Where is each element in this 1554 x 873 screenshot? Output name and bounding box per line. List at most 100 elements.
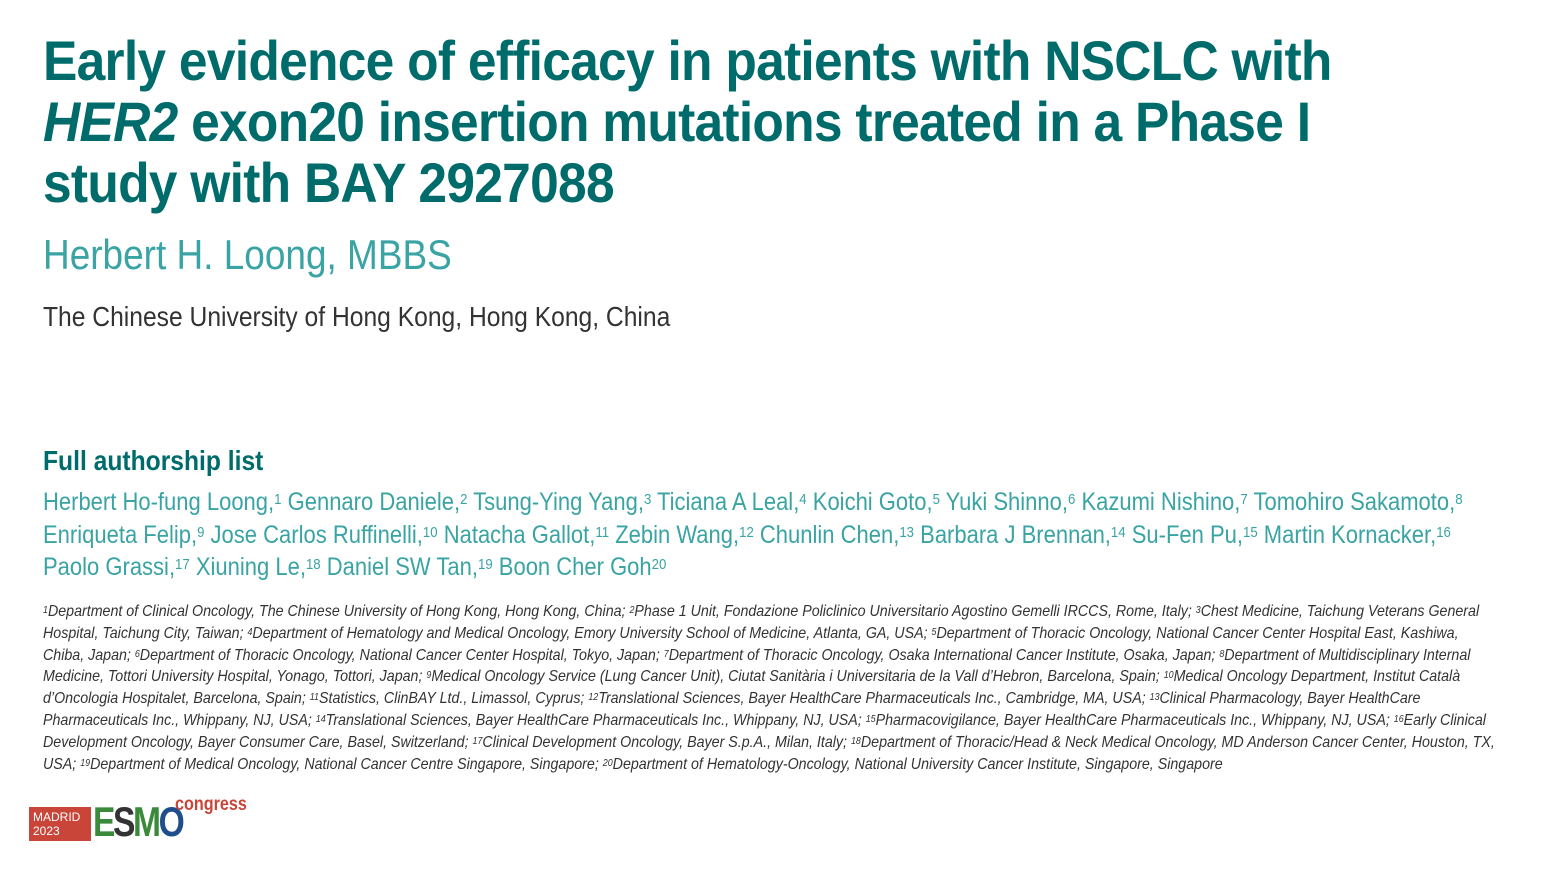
affiliation-text: Department of Medical Oncology, National… [90, 755, 603, 773]
title-line-1: Early evidence of efficacy in patients w… [43, 29, 1332, 92]
affiliation-number: 8 [1219, 648, 1225, 660]
author-affiliation-number: 16 [1436, 523, 1451, 541]
affiliation-text: Chest Medicine, Taichung Veterans Genera… [43, 603, 1480, 642]
author-name: Gennaro Daniele, [287, 488, 461, 516]
author-name: Daniel SW Tan, [326, 553, 478, 581]
affiliation-number: 1 [43, 605, 48, 616]
presenter-name: Herbert H. Loong, MBBS [43, 231, 452, 278]
author-affiliation-number: 18 [305, 556, 321, 573]
author-list: Herbert Ho-fung Loong,1 Gennaro Daniele,… [43, 486, 1486, 584]
logo-city-badge: MADRID 2023 [29, 807, 91, 841]
logo-letter-e: E [93, 798, 115, 845]
author-name: Kazumi Nishino, [1081, 488, 1241, 516]
affiliation-number: 19 [80, 757, 91, 769]
title-line-2: HER2 exon20 insertion mutations treated … [43, 91, 1395, 152]
author-name: Tomohiro Sakamoto, [1253, 488, 1456, 516]
author-name: Boon Cher Goh [498, 553, 652, 581]
affiliation-number: 10 [1163, 670, 1174, 682]
title-line-2-rest: exon20 insertion mutations treated in a … [177, 90, 1311, 153]
affiliation-list: 1Department of Clinical Oncology, The Ch… [43, 601, 1503, 775]
logo-congress: congress [175, 794, 247, 815]
author-affiliation-number: 3 [643, 491, 652, 508]
affiliation-text: Medical Oncology Service (Lung Cancer Un… [431, 668, 1164, 686]
title-gene-name: HER2 [43, 90, 178, 153]
affiliation-number: 11 [309, 692, 320, 704]
affiliation-number: 18 [850, 735, 861, 747]
logo-letter-o: O [158, 798, 185, 845]
authorship-heading: Full authorship list [43, 445, 264, 476]
author-affiliation-number: 8 [1455, 491, 1463, 508]
affiliation-text: Department of Hematology-Oncology, Natio… [612, 755, 1223, 773]
author-name: Zebin Wang, [615, 520, 740, 549]
esmo-congress-logo: MADRID 2023 ESMO congress [29, 795, 259, 845]
author-name: Yuki Shinno, [945, 488, 1068, 516]
affiliation-text: Statistics, ClinBAY Ltd., Limassol, Cypr… [319, 690, 589, 708]
author-name: Tsung-Ying Yang, [473, 488, 644, 516]
title-line-3: study with BAY 2927088 [43, 151, 615, 214]
affiliation-text: Department of Thoracic Oncology, Osaka I… [668, 646, 1220, 664]
logo-esmo-wordmark: ESMO [93, 798, 185, 845]
affiliation-number: 6 [134, 648, 140, 660]
author-name: Natacha Gallot, [443, 520, 596, 549]
author-affiliation-number: 10 [422, 523, 438, 541]
affiliation-text: Department of Multidisciplinary Internal… [43, 646, 1471, 686]
affiliation-text: Translational Sciences, Bayer HealthCare… [325, 711, 866, 729]
author-affiliation-number: 5 [932, 491, 940, 508]
affiliation-number: 12 [588, 692, 599, 704]
affiliation-text: Translational Sciences, Bayer HealthCare… [598, 690, 1150, 708]
author-affiliation-number: 11 [595, 523, 610, 541]
author-name: Herbert Ho-fung Loong, [43, 488, 275, 516]
affiliation-text: Early Clinical Development Oncology, Bay… [43, 711, 1486, 751]
author-affiliation-number: 12 [739, 523, 754, 541]
logo-letter-m: M [133, 798, 161, 845]
author-affiliation-number: 2 [460, 491, 468, 508]
affiliation-number: 4 [247, 626, 253, 638]
affiliation-number: 14 [315, 713, 326, 725]
affiliation-text: Department of Hematology and Medical Onc… [252, 624, 932, 642]
affiliation-text: Clinical Pharmacology, Bayer HealthCare … [43, 690, 1421, 729]
author-affiliation-number: 15 [1243, 523, 1258, 541]
affiliation-number: 7 [663, 648, 669, 660]
author-name: Barbara J Brennan, [920, 520, 1111, 549]
author-name: Martin Kornacker, [1263, 520, 1437, 549]
affiliation-text: Medical Oncology Department, Institut Ca… [43, 668, 1461, 708]
author-affiliation-number: 19 [477, 556, 493, 573]
author-affiliation-number: 7 [1240, 491, 1248, 508]
presenter-affiliation: The Chinese University of Hong Kong, Hon… [43, 301, 671, 332]
author-affiliation-number: 6 [1067, 491, 1076, 508]
affiliation-number: 5 [931, 626, 937, 638]
affiliation-text: Department of Thoracic Oncology, Nationa… [43, 624, 1459, 664]
affiliation-text: Phase 1 Unit, Fondazione Policlinico Uni… [634, 603, 1196, 620]
affiliation-text: Department of Thoracic/Head & Neck Medic… [43, 733, 1495, 773]
slide-title: Early evidence of efficacy in patients w… [43, 30, 1395, 213]
affiliation-text: Clinical Development Oncology, Bayer S.p… [482, 733, 851, 751]
affiliation-number: 9 [426, 670, 432, 682]
author-name: Enriqueta Felip, [43, 520, 198, 549]
affiliation-number: 20 [602, 757, 613, 769]
affiliation-number: 16 [1393, 713, 1404, 725]
author-affiliation-number: 9 [197, 523, 205, 541]
author-name: Su-Fen Pu, [1131, 520, 1244, 549]
affiliation-number: 3 [1195, 605, 1201, 616]
author-name: Koichi Goto, [812, 488, 933, 516]
author-name: Chunlin Chen, [759, 520, 900, 549]
author-name: Xiuning Le, [195, 553, 306, 581]
logo-letter-s: S [113, 798, 135, 845]
author-name: Ticiana A Leal, [657, 488, 800, 516]
affiliation-number: 17 [472, 735, 483, 747]
affiliation-number: 2 [629, 605, 635, 616]
affiliation-number: 15 [865, 713, 876, 725]
logo-year: 2023 [33, 824, 60, 838]
author-affiliation-number: 4 [799, 491, 807, 508]
author-affiliation-number: 1 [274, 491, 282, 508]
author-affiliation-number: 20 [651, 556, 667, 573]
logo-city: MADRID [33, 810, 81, 824]
author-affiliation-number: 17 [175, 556, 190, 573]
author-name: Jose Carlos Ruffinelli, [210, 520, 423, 549]
affiliation-text: Department of Clinical Oncology, The Chi… [47, 603, 630, 620]
author-name: Paolo Grassi, [43, 553, 176, 581]
affiliation-text: Pharmacovigilance, Bayer HealthCare Phar… [875, 711, 1394, 729]
affiliation-text: Department of Thoracic Oncology, Nationa… [139, 646, 664, 664]
author-affiliation-number: 14 [1110, 523, 1126, 541]
author-affiliation-number: 13 [899, 523, 915, 541]
